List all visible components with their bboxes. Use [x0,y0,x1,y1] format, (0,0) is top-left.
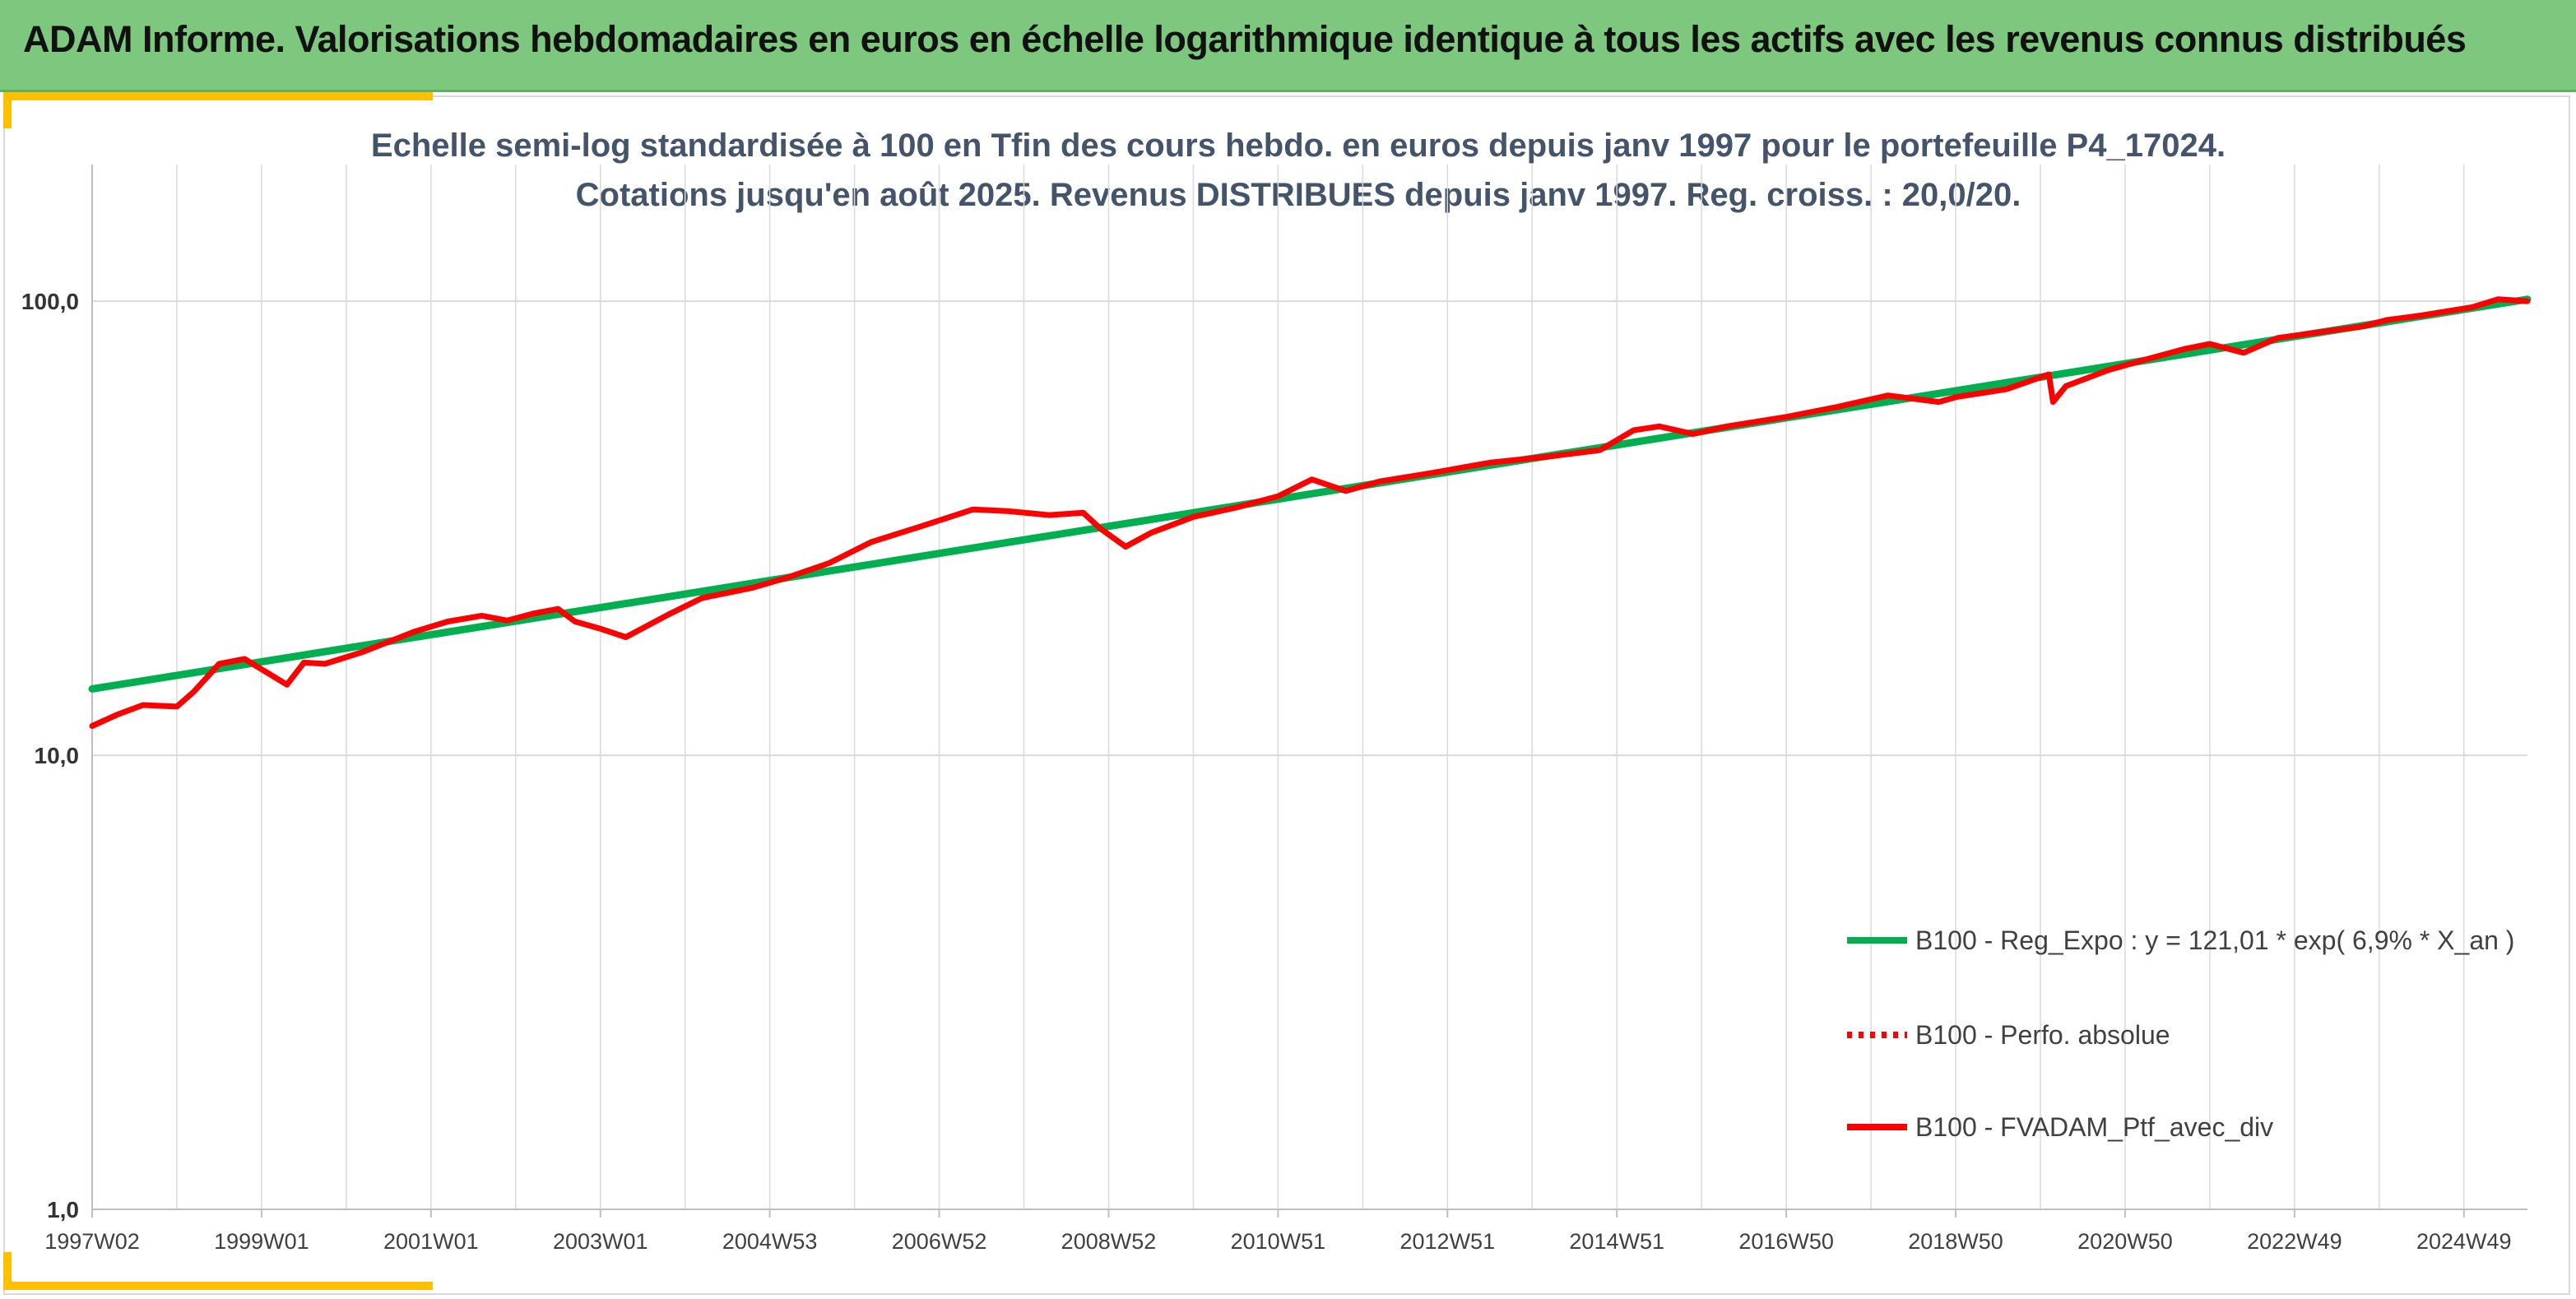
x-tick-label: 2001W01 [383,1229,479,1254]
legend: B100 - Reg_Expo : y = 121,01 * exp( 6,9%… [1847,926,2514,1142]
y-tick-label: 10,0 [35,743,80,768]
x-tick-label: 2010W51 [1231,1229,1326,1254]
x-tick-label: 2018W50 [1908,1229,2003,1254]
legend-label: B100 - Reg_Expo : y = 121,01 * exp( 6,9%… [1915,926,2514,955]
grid [91,165,2527,1210]
corner-accent-left-top [3,92,12,128]
x-tick-label: 2022W49 [2247,1229,2342,1254]
x-tick-label: 2024W49 [2416,1229,2512,1254]
legend-label: B100 - Perfo. absolue [1915,1020,2170,1050]
x-tick-label: 2003W01 [553,1229,648,1254]
x-tick-label: 2016W50 [1738,1229,1834,1254]
x-tick-label: 2014W51 [1569,1229,1664,1254]
axes: 1,0 10,0 100,0 1997W02 1999W01 2001W01 2003W01… [21,165,2527,1254]
portfolio-line [89,296,2531,729]
x-tick-label: 2012W51 [1400,1229,1496,1254]
x-tick-label: 1997W02 [44,1229,140,1254]
x-tick-label: 2008W52 [1061,1229,1157,1254]
legend-label: B100 - FVADAM_Ptf_avec_div [1915,1112,2273,1142]
x-tick-label: 2004W53 [722,1229,818,1254]
page-title: ADAM Informe. Valorisations hebdomadaire… [23,18,2467,60]
y-tick-label: 1,0 [47,1197,79,1222]
corner-accent-left-bottom [3,1252,12,1290]
y-tick-label: 100,0 [21,289,79,314]
corner-accent-bottom [3,1282,433,1290]
corner-accent-top [3,92,433,100]
chart-title: Echelle semi-log standardisée à 100 en T… [371,128,2226,164]
x-tick-label: 2006W52 [892,1229,987,1254]
title-banner: ADAM Informe. Valorisations hebdomadaire… [0,0,2576,92]
chart-subtitle: Cotations jusqu'en août 2025. Revenus DI… [576,177,2021,213]
x-tick-label: 2020W50 [2077,1229,2173,1254]
chart-frame [3,95,2570,1295]
x-tick-label: 1999W01 [214,1229,309,1254]
series [88,295,2532,729]
